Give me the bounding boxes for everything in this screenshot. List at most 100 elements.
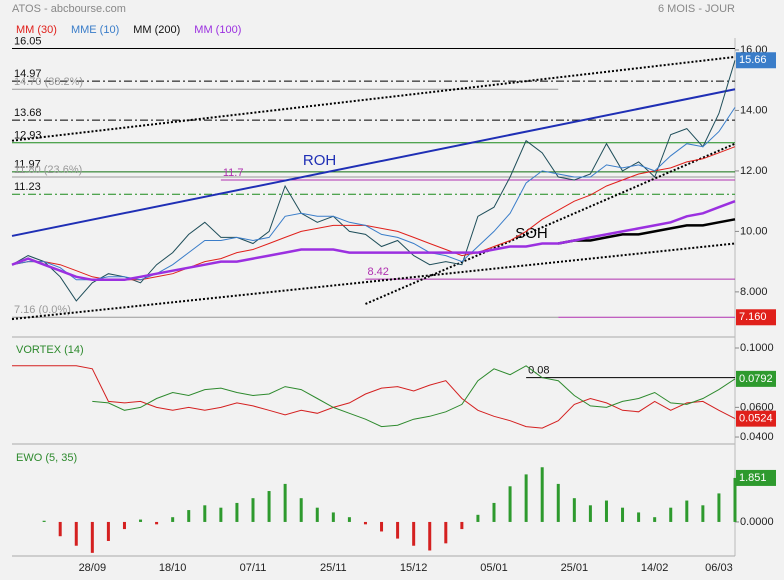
series-line	[92, 365, 736, 428]
value-badge-label: 15.66	[739, 54, 767, 66]
bar	[524, 474, 528, 522]
bar	[58, 521, 62, 537]
x-tick-label: 15/12	[400, 562, 428, 574]
level-label: 14.97	[14, 68, 42, 80]
bar	[347, 517, 351, 522]
level-label: 7.16 (0.0%)	[14, 304, 71, 316]
bar	[363, 521, 367, 525]
bar	[717, 493, 721, 522]
legend-entry: MM (200)	[133, 24, 180, 36]
bar	[604, 500, 608, 522]
bar	[444, 521, 448, 544]
bar	[203, 505, 207, 522]
bar	[428, 521, 432, 551]
trend-line	[11, 88, 736, 237]
x-tick-label: 06/03	[705, 562, 733, 574]
bar	[637, 512, 641, 522]
level-label: 11.7	[223, 167, 244, 179]
value-badge-label: 0.0792	[739, 373, 773, 385]
bar	[139, 519, 143, 522]
bar	[685, 500, 689, 522]
bar	[380, 521, 384, 532]
bar	[588, 505, 592, 522]
bar	[171, 517, 175, 522]
bar	[219, 507, 223, 522]
value-badge-label: 7.160	[739, 311, 767, 323]
x-tick-label: 18/10	[159, 562, 187, 574]
bar	[733, 477, 737, 522]
period: 6 MOIS - JOUR	[658, 3, 735, 15]
source-title: ATOS - abcbourse.com	[12, 3, 126, 15]
y-tick-label: 10.00	[740, 225, 768, 237]
trend-line	[11, 242, 736, 321]
bar	[283, 483, 287, 522]
y-tick-label: 0.0000	[740, 516, 774, 528]
x-tick-label: 05/01	[480, 562, 508, 574]
x-tick-label: 14/02	[641, 562, 669, 574]
trend-line	[11, 55, 736, 142]
trend-label: ROH	[303, 152, 336, 169]
bar	[106, 521, 110, 541]
level-label: 16.05	[14, 35, 42, 47]
bar	[540, 467, 544, 522]
level-label: 12.93	[14, 130, 42, 142]
trend-line	[365, 142, 736, 305]
x-tick-label: 25/01	[561, 562, 589, 574]
panel-title: VORTEX (14)	[16, 344, 84, 356]
bar	[669, 507, 673, 522]
bar	[556, 483, 560, 522]
bar	[267, 491, 271, 522]
legend-entry: MME (10)	[71, 24, 119, 36]
legend-entry: MM (30)	[16, 24, 57, 36]
level-label: 0.08	[528, 365, 549, 377]
trend-label: SOH	[515, 225, 548, 242]
bar	[42, 520, 46, 522]
y-tick-label: 0.0400	[740, 431, 774, 443]
panel-title: EWO (5, 35)	[16, 452, 77, 464]
x-tick-label: 25/11	[320, 562, 347, 574]
series-line	[11, 146, 736, 281]
bar	[412, 521, 416, 546]
bar	[251, 498, 255, 522]
series-line	[12, 365, 736, 429]
value-badge-label: 1.851	[739, 472, 767, 484]
bar	[90, 521, 94, 553]
level-label: 13.68	[14, 107, 42, 119]
bar	[492, 502, 496, 522]
bar	[396, 521, 400, 539]
legend-entry: MM (100)	[194, 24, 241, 36]
bar	[476, 514, 480, 522]
bar	[572, 498, 576, 522]
value-badge	[736, 469, 776, 486]
bar	[315, 507, 319, 522]
y-tick-label: 0.0600	[740, 401, 774, 413]
bar	[701, 505, 705, 522]
level-label: 11.80 (23.6%)	[14, 164, 82, 176]
bar	[653, 517, 657, 522]
bar	[155, 521, 159, 525]
value-badge	[736, 52, 776, 69]
x-tick-label: 07/11	[240, 562, 267, 574]
y-tick-label: 14.00	[740, 104, 768, 116]
level-label: 11.97	[14, 159, 41, 171]
bar	[460, 521, 464, 530]
x-tick-label: 28/09	[79, 562, 107, 574]
level-label: 11.23	[14, 181, 41, 193]
bar	[299, 498, 303, 522]
bar	[187, 510, 191, 522]
level-label: 8.42	[367, 266, 388, 278]
value-badge	[736, 309, 776, 326]
value-badge-label: 0.0524	[739, 413, 773, 425]
y-tick-label: 12.00	[740, 165, 768, 177]
level-label: 14.70 (38.2%)	[14, 76, 83, 88]
series-line	[558, 218, 736, 245]
value-badge	[736, 370, 776, 387]
bar	[74, 521, 78, 546]
y-tick-label: 8.000	[740, 286, 768, 298]
y-tick-label: 0.1000	[740, 342, 774, 354]
value-badge	[736, 410, 776, 427]
bar	[508, 486, 512, 522]
series-line	[11, 200, 736, 282]
